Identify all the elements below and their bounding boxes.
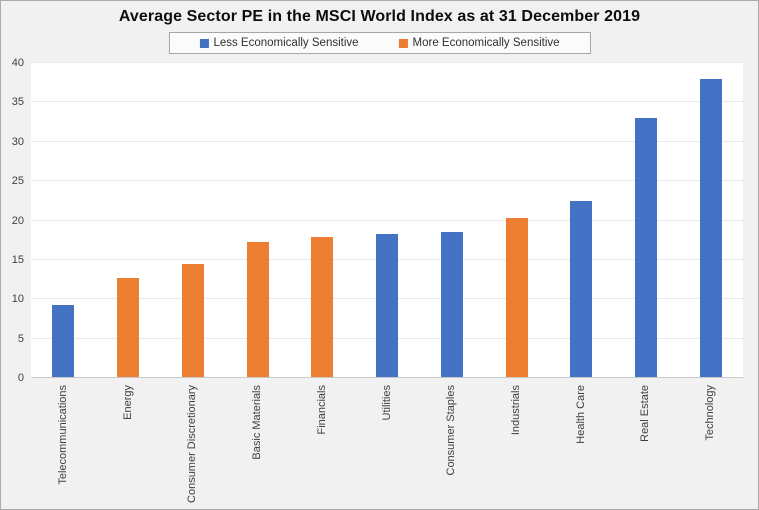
x-axis-label-health-care: Health Care — [574, 385, 587, 444]
bar-slot-utilities — [355, 63, 420, 377]
bar-slot-technology — [678, 63, 743, 377]
y-axis: 0 5 10 15 20 25 30 35 40 — [1, 57, 26, 384]
bar-slot-consumer-discretionary — [160, 63, 225, 377]
bar-slot-health-care — [549, 63, 614, 377]
gridline-35 — [31, 101, 743, 103]
bar-basic-materials — [246, 241, 269, 377]
x-axis-label-industrials: Industrials — [510, 385, 522, 436]
x-axis-label-telecommunications: Telecommunications — [56, 385, 69, 485]
gridline-20 — [31, 219, 743, 221]
x-label-slot-real-estate: Real Estate — [614, 385, 679, 507]
x-label-slot-utilities: Utilities — [355, 385, 420, 507]
x-label-slot-telecommunications: Telecommunications — [31, 385, 96, 507]
plot-area — [31, 62, 743, 378]
x-axis-label-consumer-discretionary: Consumer Discretionary — [186, 385, 199, 503]
y-axis-tick-label: 5 — [17, 332, 24, 345]
x-label-slot-health-care: Health Care — [549, 385, 614, 507]
bar-slot-real-estate — [614, 63, 679, 377]
x-axis-label-utilities: Utilities — [380, 385, 393, 421]
y-axis-tick-label: 0 — [17, 372, 24, 384]
gridline-30 — [31, 140, 743, 142]
bar-slot-industrials — [484, 63, 549, 377]
gridline-25 — [31, 180, 743, 182]
x-axis-label-energy: Energy — [121, 385, 134, 420]
legend-label-less: Less Economically Sensitive — [213, 37, 359, 49]
bar-industrials — [505, 217, 528, 377]
x-axis-label-technology: Technology — [704, 385, 717, 441]
bar-financials — [311, 236, 334, 377]
y-axis-tick-label: 15 — [11, 253, 24, 266]
x-axis-label-consumer-staples: Consumer Staples — [445, 385, 458, 476]
y-axis-tick-label: 35 — [11, 96, 24, 109]
legend: Less Economically Sensitive More Economi… — [168, 32, 591, 54]
bar-health-care — [570, 201, 593, 377]
x-label-slot-basic-materials: Basic Materials — [225, 385, 290, 507]
bar-real-estate — [634, 117, 657, 377]
x-label-slot-consumer-staples: Consumer Staples — [419, 385, 484, 507]
bar-technology — [699, 79, 722, 377]
y-axis-tick-label: 20 — [11, 214, 24, 227]
legend-item-more-sensitive: More Economically Sensitive — [398, 37, 560, 49]
bar-slot-basic-materials — [225, 63, 290, 377]
bar-consumer-staples — [440, 232, 463, 377]
bar-slot-financials — [290, 63, 355, 377]
bar-utilities — [376, 233, 399, 377]
gridline-40 — [31, 62, 743, 63]
x-axis-label-basic-materials: Basic Materials — [251, 385, 264, 460]
bar-energy — [117, 277, 140, 377]
chart-title: Average Sector PE in the MSCI World Inde… — [118, 8, 641, 25]
x-axis: Telecommunications Energy Consumer Discret… — [31, 385, 743, 507]
bar-consumer-discretionary — [181, 264, 204, 377]
x-label-slot-industrials: Industrials — [484, 385, 549, 507]
x-label-slot-energy: Energy — [96, 385, 161, 507]
bar-slot-consumer-staples — [419, 63, 484, 377]
bars-row — [31, 63, 743, 377]
legend-label-more: More Economically Sensitive — [412, 37, 560, 49]
x-axis-label-financials: Financials — [315, 385, 328, 435]
x-axis-label-real-estate: Real Estate — [639, 385, 652, 442]
bar-slot-telecommunications — [31, 63, 96, 377]
x-label-slot-financials: Financials — [290, 385, 355, 507]
legend-swatch-less-icon — [199, 38, 209, 48]
legend-item-less-sensitive: Less Economically Sensitive — [199, 37, 359, 49]
bar-telecommunications — [52, 305, 75, 377]
y-axis-tick-label: 40 — [11, 57, 24, 69]
y-axis-tick-label: 25 — [11, 175, 24, 188]
x-label-slot-consumer-discretionary: Consumer Discretionary — [160, 385, 225, 507]
bar-slot-energy — [96, 63, 161, 377]
x-label-slot-technology: Technology — [678, 385, 743, 507]
y-axis-tick-label: 10 — [11, 293, 24, 306]
y-axis-tick-label: 30 — [11, 135, 24, 148]
legend-swatch-more-icon — [398, 38, 408, 48]
